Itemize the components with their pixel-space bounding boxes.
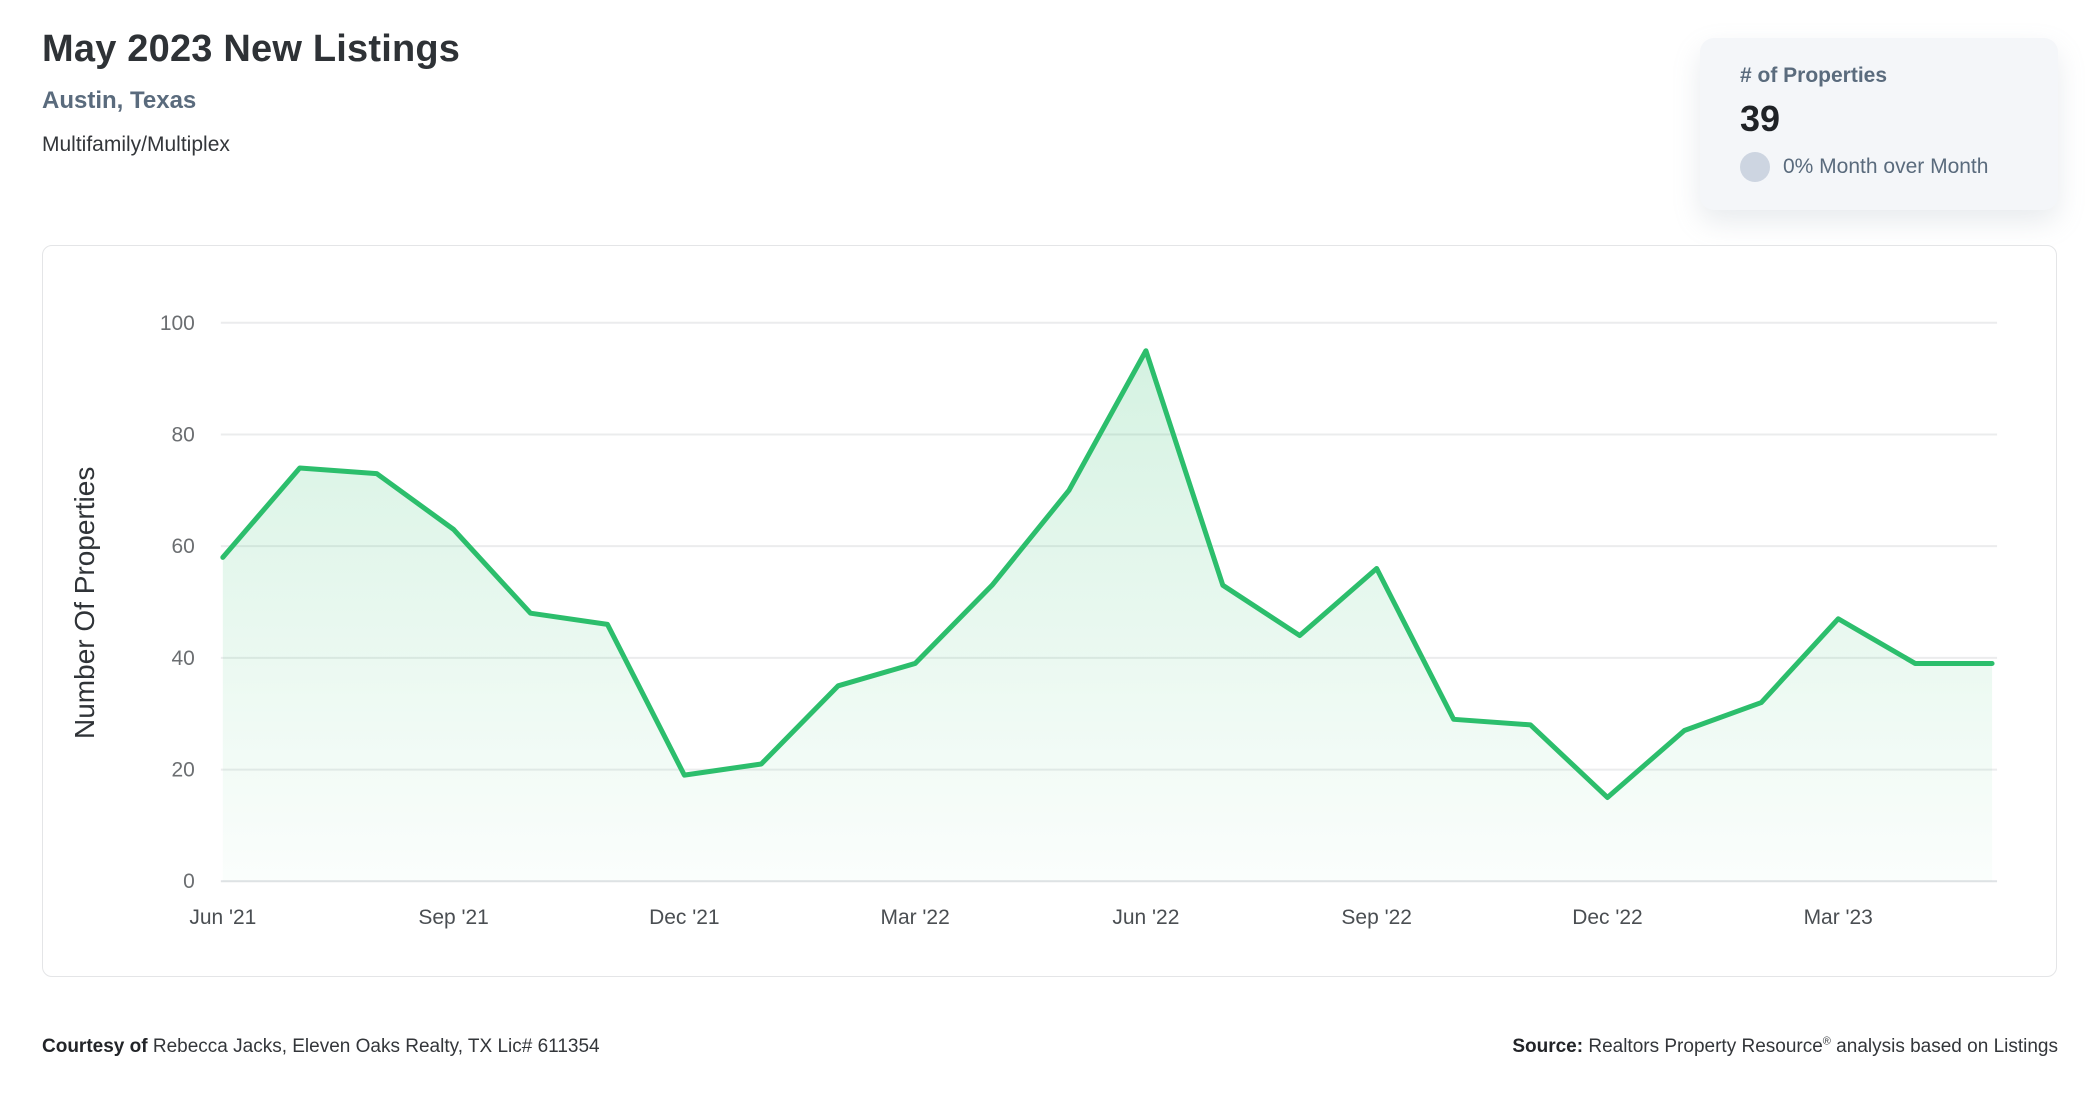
listings-area-chart: 0 20 40 60 80 100 Jun '21 Sep '21 Dec '21 Mar '22… xyxy=(160,312,1998,929)
svg-text:20: 20 xyxy=(172,759,195,782)
source-text: Source: Realtors Property Resource® anal… xyxy=(1512,1035,2058,1057)
svg-text:40: 40 xyxy=(172,647,195,670)
registered-trademark-icon: ® xyxy=(1822,1035,1831,1048)
svg-text:Mar '23: Mar '23 xyxy=(1804,906,1873,929)
svg-text:100: 100 xyxy=(160,312,195,335)
stat-change-text: 0% Month over Month xyxy=(1783,155,1989,178)
svg-text:Dec '21: Dec '21 xyxy=(649,906,719,929)
courtesy-label: Courtesy of xyxy=(42,1036,148,1057)
svg-text:Mar '22: Mar '22 xyxy=(880,906,949,929)
property-type-label: Multifamily/Multiplex xyxy=(42,133,230,156)
properties-stat-card: # of Properties 39 0% Month over Month xyxy=(1700,38,2058,210)
courtesy-text: Courtesy of Rebecca Jacks, Eleven Oaks R… xyxy=(42,1036,600,1057)
svg-text:Dec '22: Dec '22 xyxy=(1572,906,1642,929)
stat-value: 39 xyxy=(1740,98,1781,139)
location-subtitle: Austin, Texas xyxy=(42,87,197,114)
svg-text:Jun '22: Jun '22 xyxy=(1112,906,1179,929)
svg-text:Sep '21: Sep '21 xyxy=(418,906,488,929)
svg-text:Sep '22: Sep '22 xyxy=(1341,906,1411,929)
report-header: May 2023 New Listings Austin, Texas Mult… xyxy=(42,28,460,157)
month-over-month-row: 0% Month over Month xyxy=(1740,152,2058,182)
svg-text:Jun '21: Jun '21 xyxy=(189,906,256,929)
report-footer: Courtesy of Rebecca Jacks, Eleven Oaks R… xyxy=(42,1036,2058,1058)
svg-text:60: 60 xyxy=(172,535,195,558)
chart-card: Number Of Properties 0 20 40 60 80 100 Jun '21… xyxy=(42,245,2057,977)
source-label: Source: xyxy=(1512,1036,1584,1057)
page-title: May 2023 New Listings xyxy=(42,28,461,70)
neutral-change-dot-icon xyxy=(1740,152,1770,182)
svg-text:80: 80 xyxy=(172,423,195,446)
stat-label: # of Properties xyxy=(1740,64,1888,87)
svg-text:0: 0 xyxy=(183,870,195,893)
